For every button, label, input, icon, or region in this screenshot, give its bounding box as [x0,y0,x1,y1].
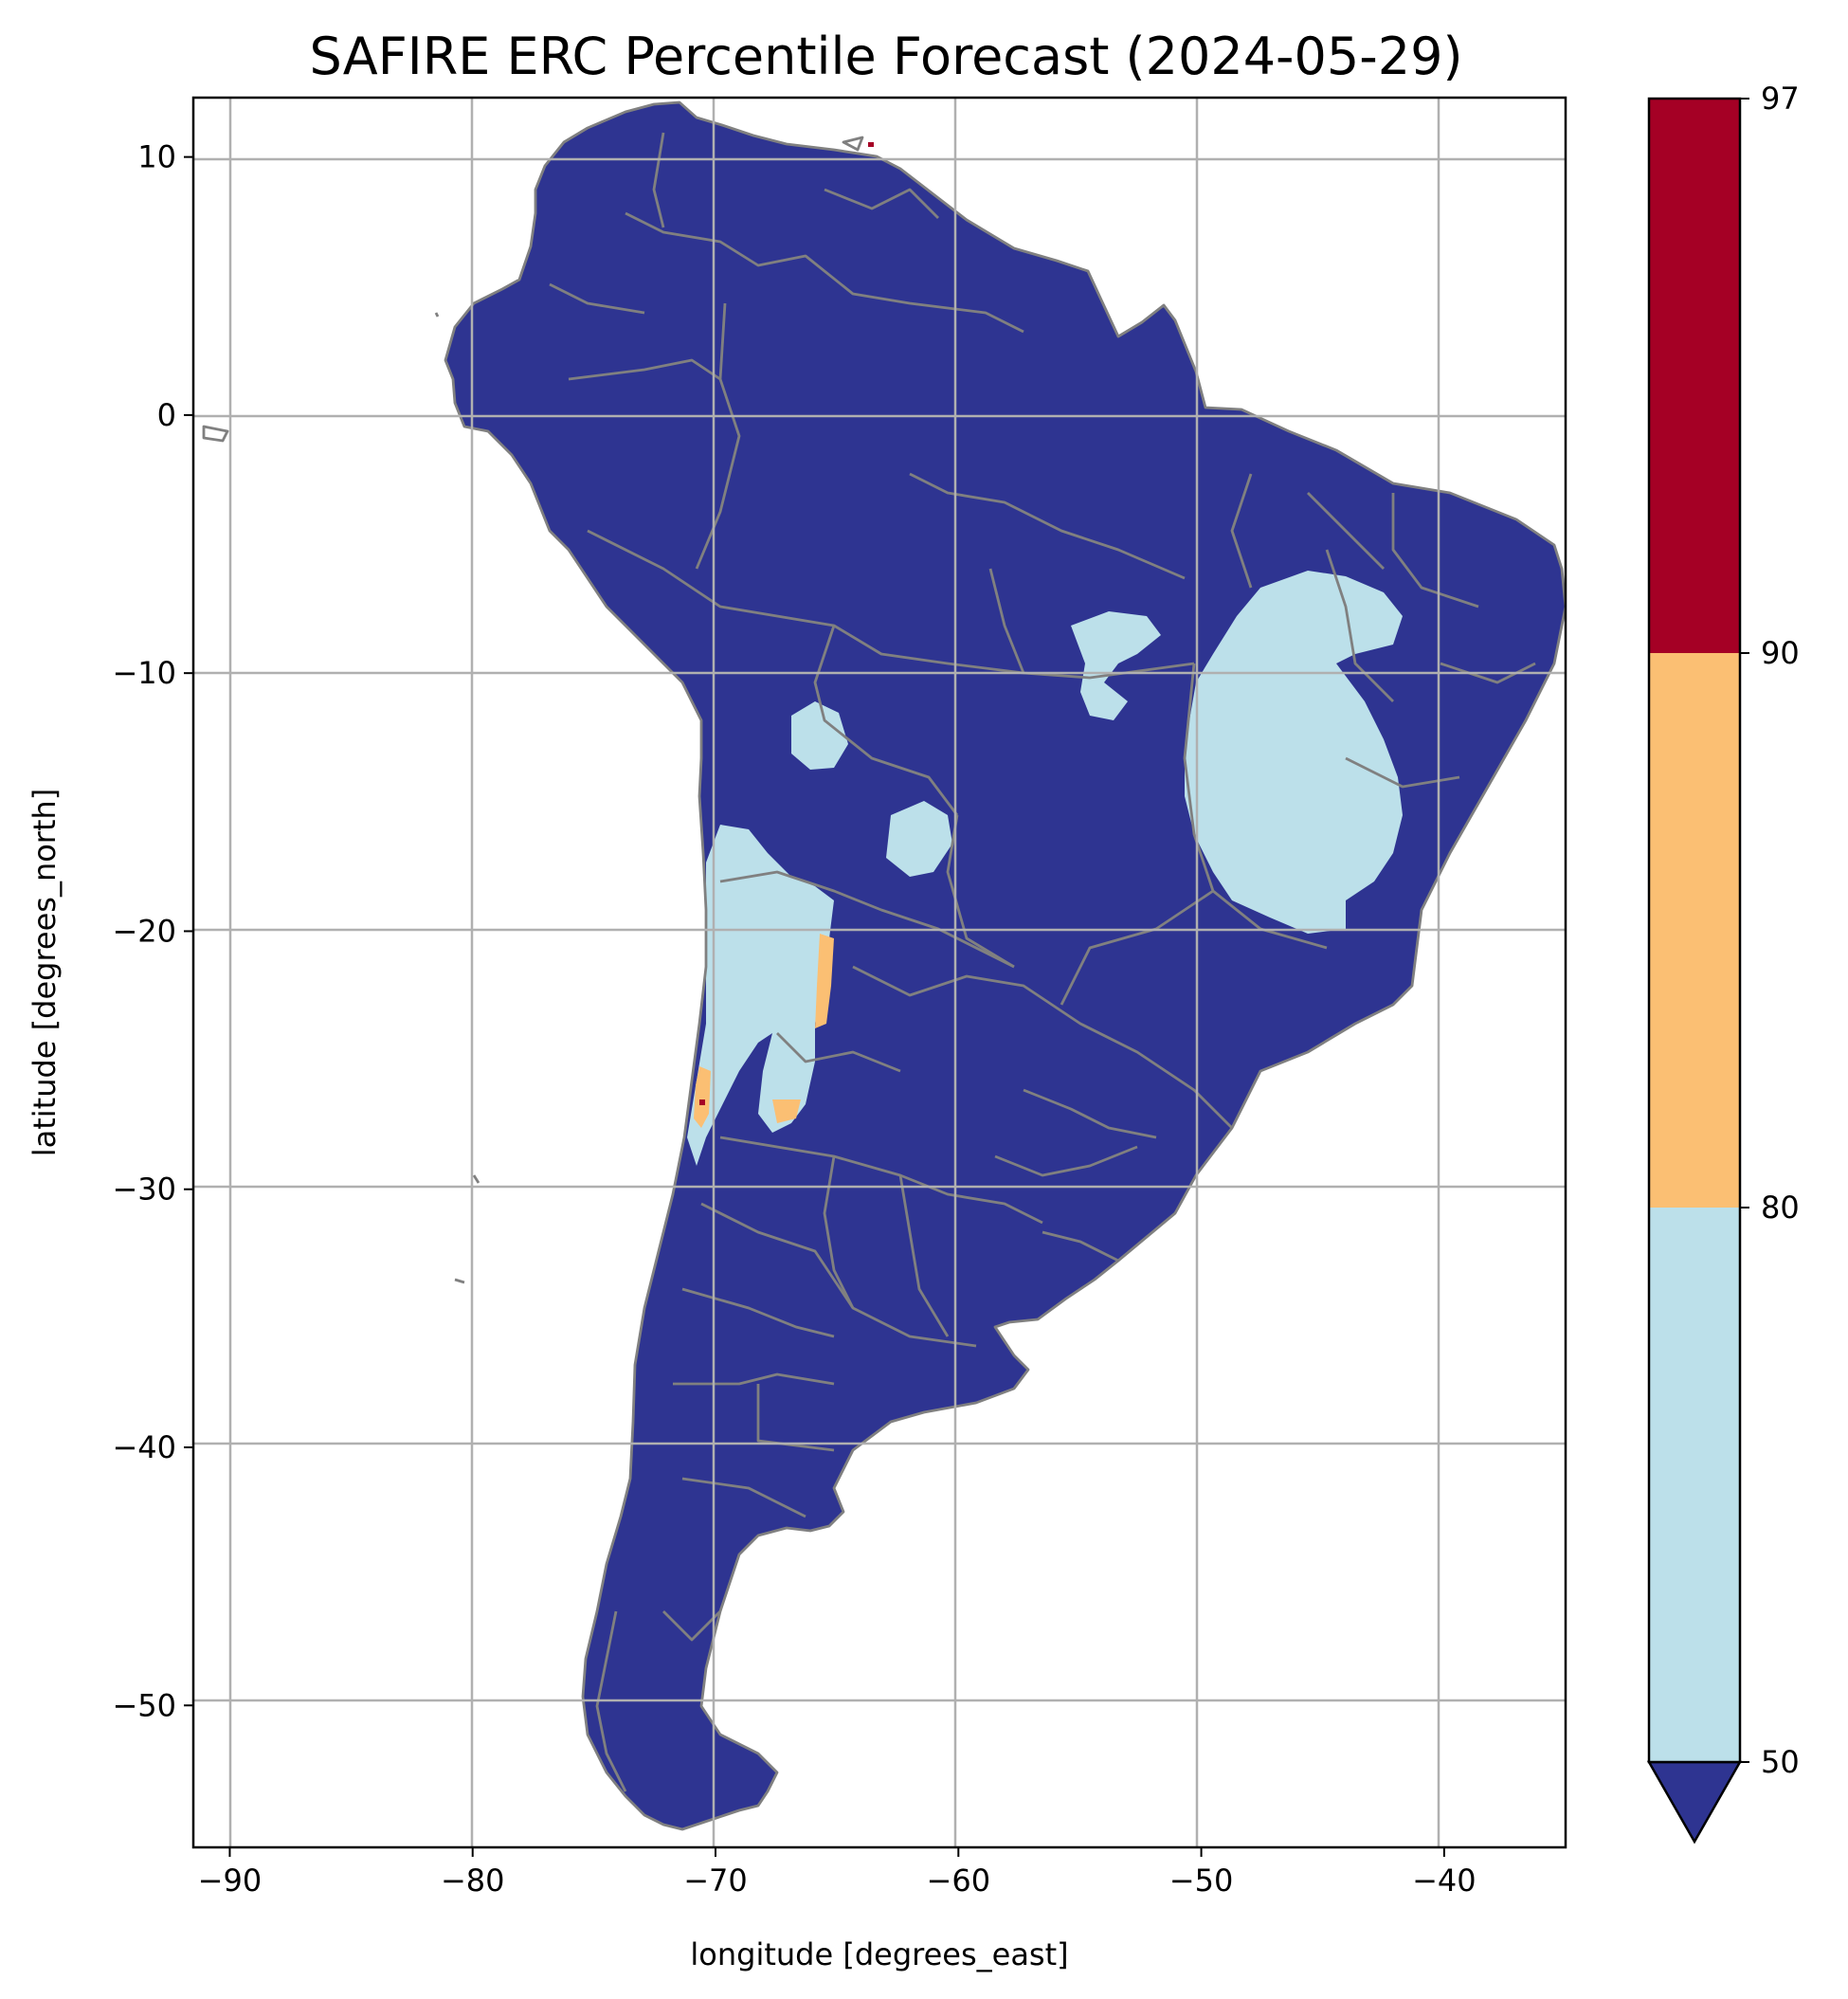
y-tick-label: −10 [112,655,176,691]
colorbar-tick-label: 50 [1761,1744,1800,1780]
y-axis: 10 0 −10 −20 −30 −40 −50 [112,139,193,1723]
y-tick-label: −50 [112,1687,176,1723]
colorbar-tick-label: 80 [1761,1190,1800,1226]
colorbar-segment-50-80 [1649,1208,1740,1762]
islands [202,136,864,1792]
x-tick-label: −50 [1169,1863,1234,1899]
colorbar-segment-80-90 [1649,653,1740,1208]
bolivia-patch [791,701,848,770]
map-plot-area [193,98,1566,1847]
western-andes-strip [815,934,834,1028]
political-boundaries [549,132,1536,1642]
colorbar-tick-label: 90 [1761,635,1800,671]
caribbean-coast-pixel [868,142,874,147]
plot-frame [191,96,1567,1849]
chart-title: SAFIRE ERC Percentile Forecast (2024-05-… [309,27,1462,86]
x-tick-label: −90 [198,1863,263,1899]
coastline [444,100,1566,1831]
x-tick-label: −70 [683,1863,748,1899]
colorbar: 50 80 90 97 [1646,81,1800,1845]
x-tick-label: −80 [441,1863,505,1899]
x-axis-label: longitude [degrees_east] [690,1936,1068,1972]
x-axis: −90 −80 −70 −60 −50 −40 [198,1847,1477,1899]
south-america-landmass [445,102,1566,1829]
y-tick-label: 0 [157,397,176,433]
x-tick-label: −60 [927,1863,991,1899]
y-tick-label: −40 [112,1429,176,1465]
colorbar-frame [1647,97,1742,1764]
ne-brazil-plateau [1185,571,1403,934]
atacama-altiplano [687,825,834,1166]
y-tick-label: 10 [137,139,176,175]
andes-hotspot-pixel [699,1099,705,1105]
x-tick-label: −40 [1412,1863,1477,1899]
colorbar-tick-label: 97 [1761,81,1800,117]
y-tick-label: −20 [112,913,176,949]
andes-strip-lower [772,1099,801,1123]
grid-lines [193,98,1566,1847]
y-axis-label: latitude [degrees_north] [27,789,63,1157]
colorbar-extend-below [1646,1760,1743,1845]
y-tick-label: −30 [112,1172,176,1208]
western-andes-strip-south [694,1066,711,1128]
colorbar-segment-90-97 [1649,99,1740,653]
central-brazil-patch [1071,611,1161,720]
mato-grosso-patch [886,801,952,877]
